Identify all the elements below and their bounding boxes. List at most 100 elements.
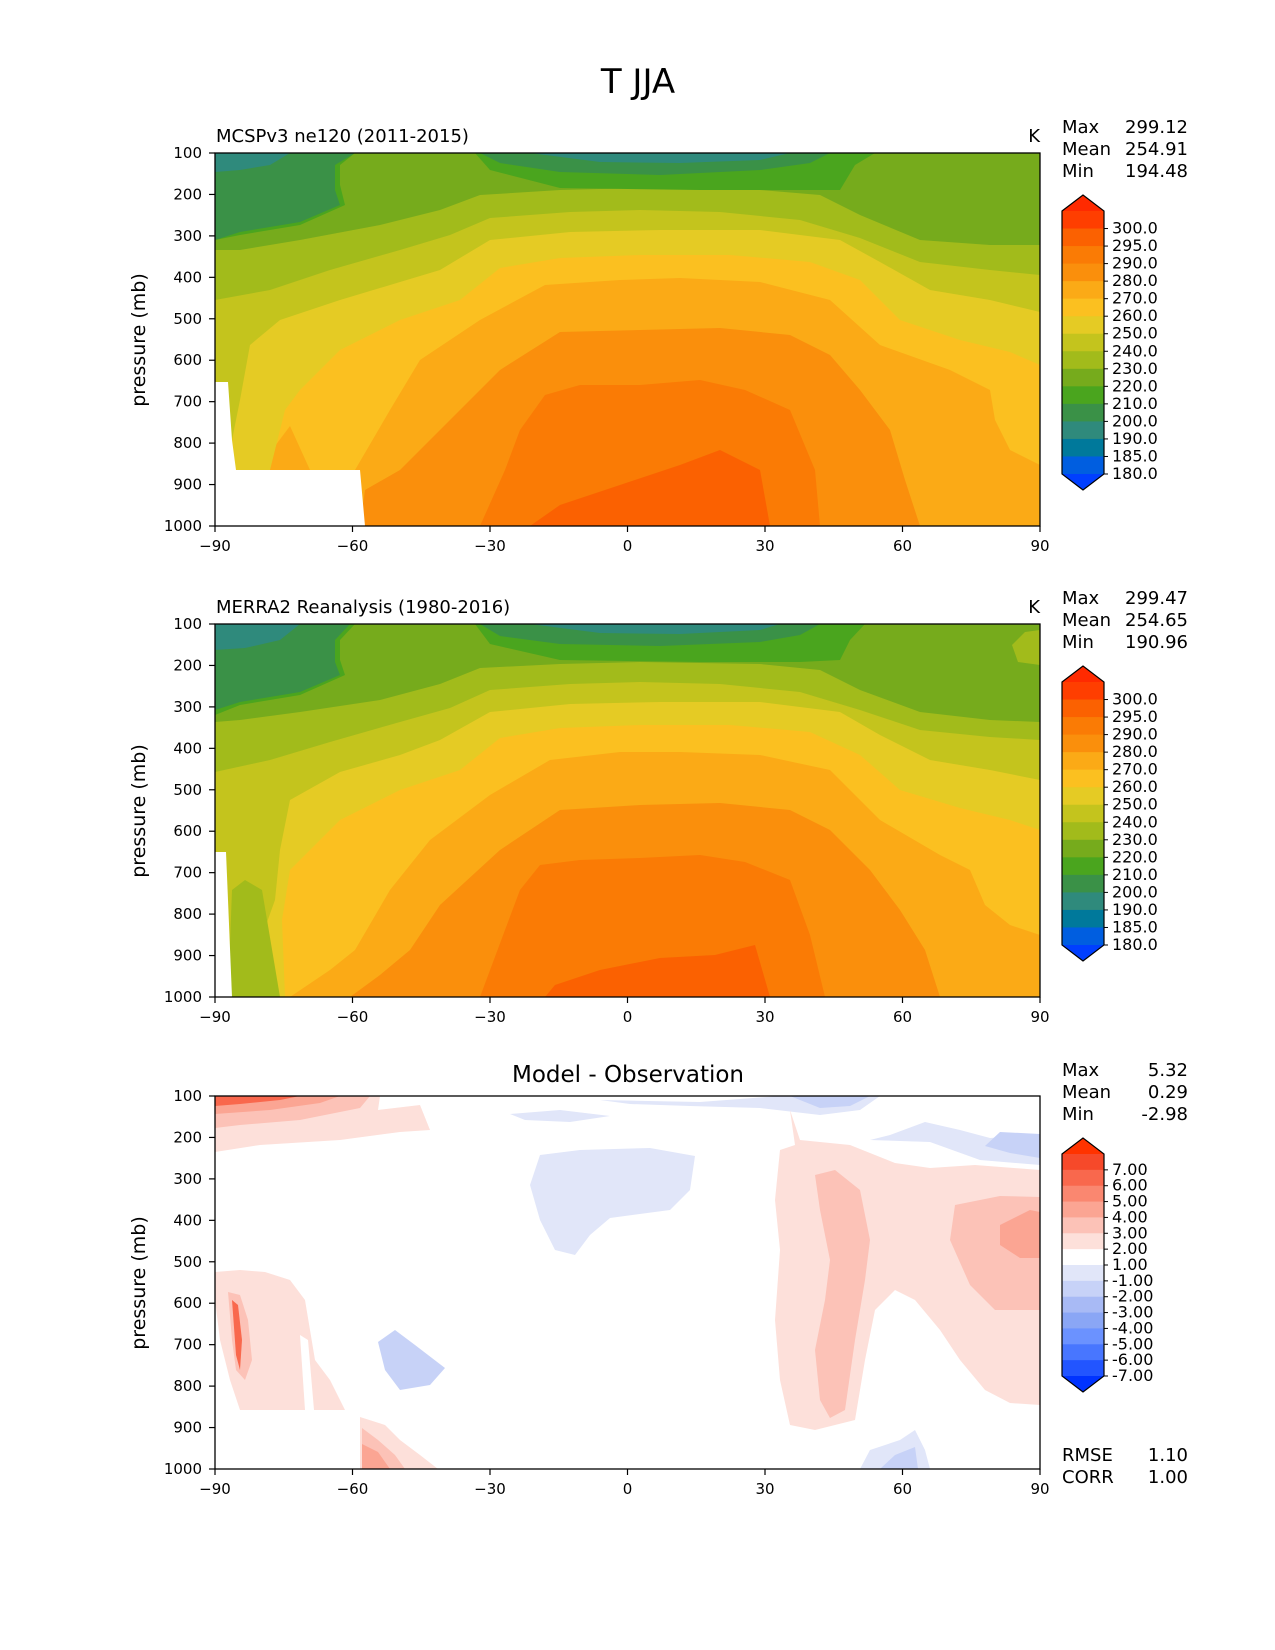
colorbar-segment xyxy=(1062,909,1104,928)
x-tick-label: 60 xyxy=(893,537,912,555)
colorbar-obs: 300.0295.0290.0280.0270.0260.0250.0240.0… xyxy=(1061,665,1158,962)
panel-units-obs: K xyxy=(1028,597,1041,618)
panel-diff: Model - Observation pressure (mb) 100 200… xyxy=(128,1060,1188,1498)
stat-value-max: 299.12 xyxy=(1125,117,1188,138)
stat-label-min: Min xyxy=(1062,632,1094,653)
colorbar-label: 4.00 xyxy=(1112,1207,1148,1226)
colorbar-label: 300.0 xyxy=(1112,219,1158,238)
missing-data-obs xyxy=(215,852,232,997)
colorbar-label: 3.00 xyxy=(1112,1223,1148,1242)
y-tick-label: 1000 xyxy=(164,988,202,1006)
colorbar-segment xyxy=(1062,769,1104,788)
band-230-left xyxy=(228,880,280,997)
panel-title-diff: Model - Observation xyxy=(512,1062,744,1088)
missing-data-model xyxy=(215,382,365,526)
colorbar-label: 270.0 xyxy=(1112,760,1158,779)
y-tick-label: 1000 xyxy=(164,1460,202,1478)
diff-neg-top-mid xyxy=(510,1110,610,1122)
diff-neg-mid-blob xyxy=(530,1148,695,1255)
colorbar-segment xyxy=(1062,804,1104,823)
x-tick-label: −60 xyxy=(337,1480,369,1498)
colorbar-segment xyxy=(1062,1265,1104,1282)
colorbar-segment xyxy=(1062,1296,1104,1314)
x-tick-label: −60 xyxy=(337,537,369,555)
colorbar-segment xyxy=(1062,1233,1104,1250)
colorbar-segment xyxy=(1062,351,1104,370)
stat-value-min: 190.96 xyxy=(1125,632,1188,653)
colorbar-label: 210.0 xyxy=(1112,865,1158,884)
x-tick-label: −30 xyxy=(474,1008,506,1026)
y-tick-label: 100 xyxy=(173,144,202,162)
y-tick-label: 800 xyxy=(173,434,202,452)
colorbar-segment xyxy=(1062,246,1104,265)
x-tick-label: 30 xyxy=(755,1480,774,1498)
diff-pos-3-bottom-left xyxy=(362,1444,390,1469)
stat-label-min: Min xyxy=(1062,161,1094,182)
band-210 xyxy=(215,153,1040,240)
diff-neg-right-top-2 xyxy=(985,1132,1040,1158)
contour-field-obs xyxy=(215,624,1040,997)
colorbar-label: 2.00 xyxy=(1112,1239,1148,1258)
metric-value-corr: 1.00 xyxy=(1148,1467,1188,1488)
band-190-top xyxy=(215,153,290,172)
band-240 xyxy=(215,624,1040,997)
colorbar-label: 210.0 xyxy=(1112,394,1158,413)
y-tick-label: 1000 xyxy=(164,517,202,535)
y-tick-label: 400 xyxy=(173,268,202,286)
stat-value-mean: 254.65 xyxy=(1125,610,1188,631)
stat-label-max: Max xyxy=(1062,117,1100,138)
band-190-top-mid xyxy=(530,153,790,163)
diff-white-gap xyxy=(300,1335,314,1410)
y-tick-label: 300 xyxy=(173,1170,202,1188)
colorbar-label: 6.00 xyxy=(1112,1176,1148,1195)
metric-value-rmse: 1.10 xyxy=(1148,1445,1188,1466)
x-tick-label: 60 xyxy=(893,1480,912,1498)
colorbar-label: 240.0 xyxy=(1112,812,1158,831)
x-tick-label: 0 xyxy=(623,1008,633,1026)
colorbar-label: 190.0 xyxy=(1112,900,1158,919)
y-tick-label: 800 xyxy=(173,1377,202,1395)
band-190-top xyxy=(215,624,300,650)
contour-field-diff xyxy=(215,1096,1040,1469)
colorbar-label: 5.00 xyxy=(1112,1192,1148,1211)
colorbar-extend-max xyxy=(1062,195,1104,211)
colorbar-label: 230.0 xyxy=(1112,830,1158,849)
diff-neg-top-mid-3 xyxy=(790,1096,870,1108)
colorbar-segment xyxy=(1062,1185,1104,1203)
stats-obs: Max 299.47 Mean 254.65 Min 190.96 xyxy=(1062,588,1188,653)
colorbar-segment xyxy=(1062,1169,1104,1187)
y-tick-label: 900 xyxy=(173,476,202,494)
y-tick-label: 200 xyxy=(173,185,202,203)
figure-title: T JJA xyxy=(600,62,675,102)
panel-title-obs: MERRA2 Reanalysis (1980-2016) xyxy=(216,597,510,618)
colorbar-label: 220.0 xyxy=(1112,376,1158,395)
colorbar-extend-max xyxy=(1062,1138,1104,1154)
diff-pos-4-top-left xyxy=(215,1096,300,1106)
x-tick-label: 0 xyxy=(623,1480,633,1498)
colorbar-segment xyxy=(1062,368,1104,387)
diff-neg-left-blob xyxy=(378,1330,445,1390)
x-ticks-model: −90 −60 −30 0 30 60 90 xyxy=(199,526,1050,555)
colorbar-label: -3.00 xyxy=(1112,1303,1153,1322)
colorbar-label: 300.0 xyxy=(1112,690,1158,709)
colorbar-extend-min xyxy=(1062,945,1104,961)
y-tick-label: 100 xyxy=(173,615,202,633)
colorbar-extend-min xyxy=(1062,474,1104,490)
colorbar-segment xyxy=(1062,1344,1104,1361)
colorbar-segment xyxy=(1062,211,1104,230)
colorbar-segment xyxy=(1062,892,1104,911)
colorbar-segment xyxy=(1062,228,1104,247)
diff-neg-right-top xyxy=(870,1122,1040,1165)
stat-value-min: -2.98 xyxy=(1141,1104,1188,1125)
colorbar-segment xyxy=(1062,1280,1104,1298)
metric-label-rmse: RMSE xyxy=(1062,1445,1113,1466)
diff-pos-left-mid xyxy=(215,1270,345,1410)
colorbar-label: 280.0 xyxy=(1112,271,1158,290)
colorbar-label: 290.0 xyxy=(1112,254,1158,273)
colorbar-segment xyxy=(1062,752,1104,771)
colorbar-label: 295.0 xyxy=(1112,236,1158,255)
colorbar-label: 200.0 xyxy=(1112,882,1158,901)
diff-pos-3-right xyxy=(1000,1210,1040,1258)
x-tick-label: −60 xyxy=(337,1008,369,1026)
colorbar-label: 280.0 xyxy=(1112,742,1158,761)
